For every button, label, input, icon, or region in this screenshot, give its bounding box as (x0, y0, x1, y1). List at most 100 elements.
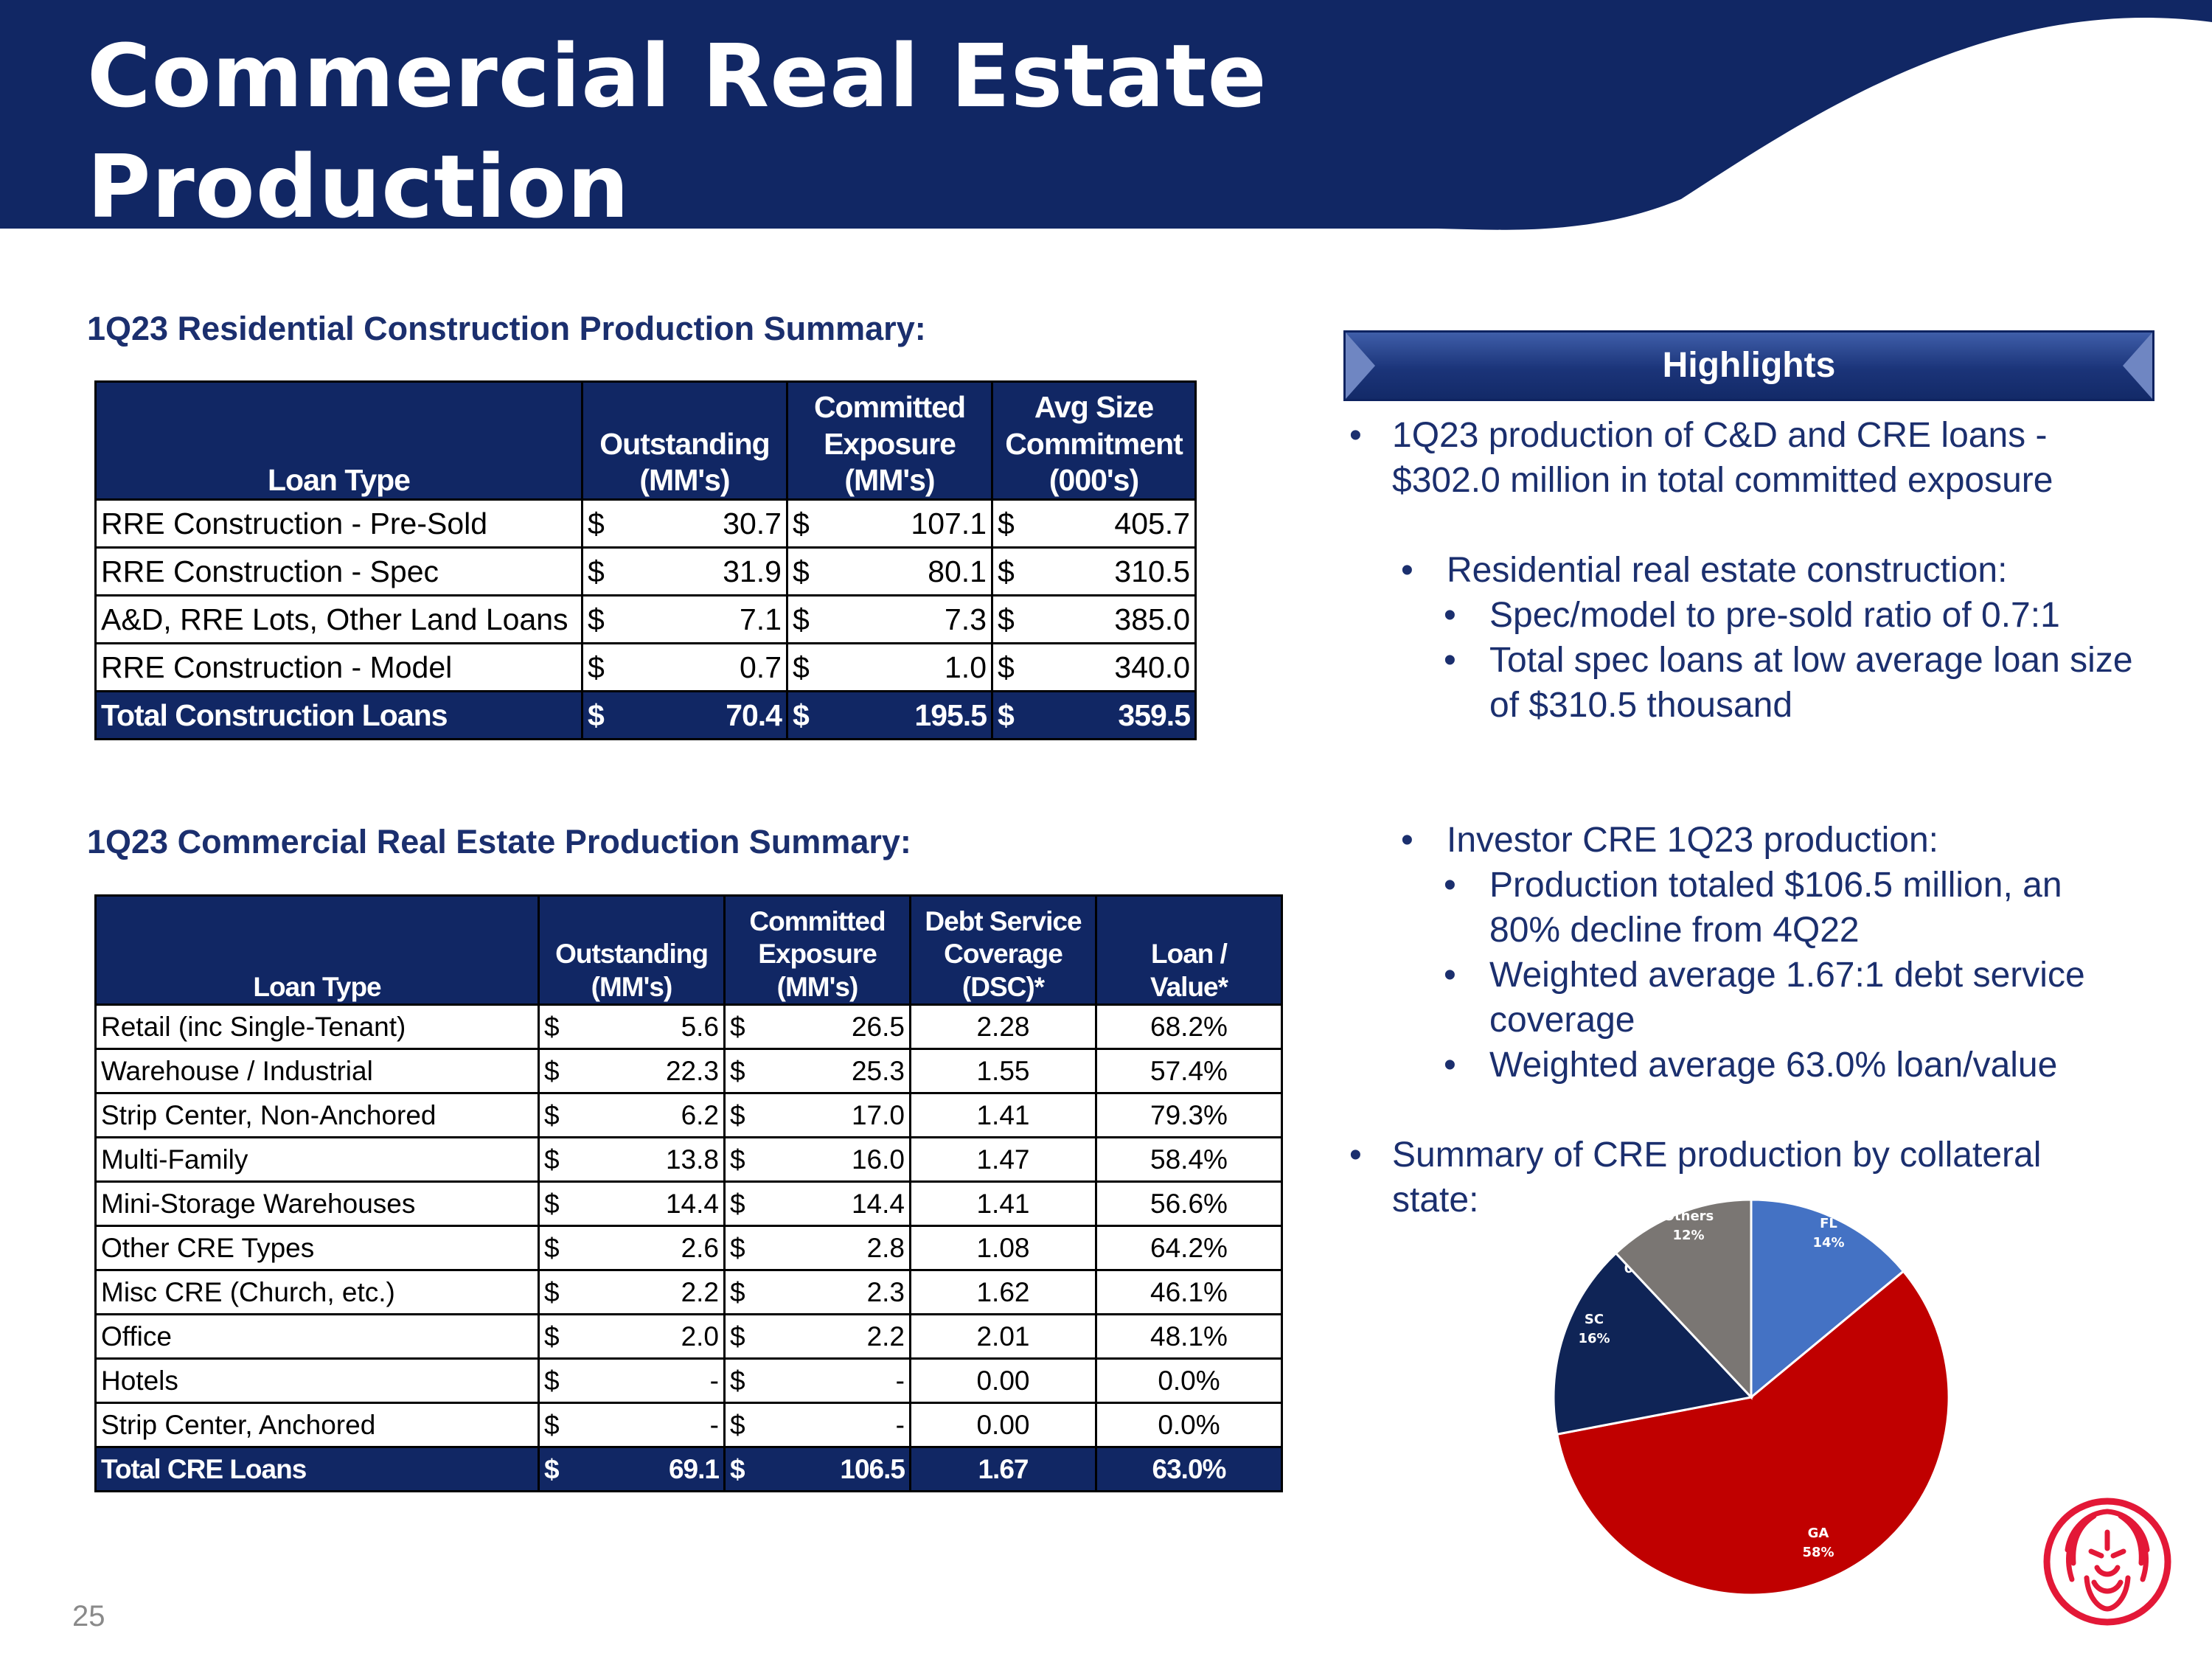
avg-size-cell: 385.0 (1032, 594, 1197, 644)
col-header-dsc: Debt Service Coverage (DSC)* (909, 894, 1097, 1006)
dollar-sign: $ (723, 1048, 769, 1094)
rre-section-title: 1Q23 Residential Construction Production… (87, 310, 926, 347)
outstanding-cell: - (582, 1402, 726, 1448)
dollar-sign: $ (581, 642, 625, 692)
outstanding-cell: 2.2 (582, 1269, 726, 1315)
outstanding-cell: 2.0 (582, 1313, 726, 1360)
loan-type-cell: Warehouse / Industrial (94, 1048, 540, 1094)
outstanding-cell: 5.6 (582, 1004, 726, 1050)
bullet-spec-ratio: • Spec/model to pre-sold ratio of 0.7:1 (1349, 593, 2183, 638)
outstanding-cell: 7.1 (625, 594, 788, 644)
outstanding-cell: 22.3 (582, 1048, 726, 1094)
bullet-icon: • (1444, 1046, 1456, 1085)
table-header-row: Loan Type Outstanding (MM's) Committed Exp… (94, 894, 1283, 1006)
outstanding-cell: 30.7 (625, 498, 788, 549)
committed-cell: - (768, 1357, 911, 1404)
dsc-cell: 1.67 (909, 1446, 1097, 1492)
dollar-sign: $ (581, 546, 625, 597)
ltv-cell: 68.2% (1095, 1004, 1283, 1050)
loan-type-cell: Retail (inc Single-Tenant) (94, 1004, 540, 1050)
table-row: RRE Construction - Pre-Sold $30.7 $107.1… (94, 498, 1197, 549)
dollar-sign: $ (723, 1180, 769, 1227)
table-row: Office $2.0 $2.2 2.01 48.1% (94, 1313, 1283, 1360)
loan-type-cell: RRE Construction - Spec (94, 546, 583, 597)
dsc-cell: 1.47 (909, 1136, 1097, 1183)
bullet-collateral-state: • Summary of CRE production by collateral… (1349, 1133, 2183, 1222)
bullet-production-total: • 1Q23 production of C&D and CRE loans - $… (1349, 413, 2183, 503)
table-row: Strip Center, Anchored $ - $ - 0.00 0.0% (94, 1402, 1283, 1448)
bullet-spec-size: • Total spec loans at low average loan si… (1349, 638, 2183, 728)
outstanding-cell: 69.1 (582, 1446, 726, 1492)
bullet-icon: • (1444, 956, 1456, 995)
loan-type-cell: Total CRE Loans (94, 1446, 540, 1492)
table-row: Multi-Family $13.8 $16.0 1.47 58.4% (94, 1136, 1283, 1183)
pie-label-sc: SC 16% (1578, 1312, 1610, 1346)
ltv-cell: 63.0% (1095, 1446, 1283, 1492)
banner-right-arrow (2123, 333, 2152, 399)
dollar-sign: $ (723, 1269, 769, 1315)
col-header-outstanding: Outstanding (MM's) (538, 894, 726, 1006)
loan-type-cell: Total Construction Loans (94, 690, 583, 740)
dsc-cell: 0.00 (909, 1357, 1097, 1404)
dollar-sign: $ (581, 594, 625, 644)
col-header-loan-type: Loan Type (94, 894, 540, 1006)
dollar-sign: $ (538, 1446, 583, 1492)
dsc-cell: 1.41 (909, 1092, 1097, 1138)
dollar-sign: $ (786, 690, 824, 740)
bullet-icon: • (1349, 1135, 1362, 1175)
pie-slice-ga (1555, 1270, 1950, 1596)
loan-type-cell: Hotels (94, 1357, 540, 1404)
loan-type-cell: Mini-Storage Warehouses (94, 1180, 540, 1227)
table-row: RRE Construction - Spec $31.9 $80.1 $310… (94, 546, 1197, 597)
table-row: A&D, RRE Lots, Other Land Loans $7.1 $7.… (94, 594, 1197, 644)
committed-cell: 7.3 (824, 594, 993, 644)
total-row: Total CRE Loans $69.1 $106.5 1.67 63.0% (94, 1446, 1283, 1492)
dollar-sign: $ (538, 1357, 583, 1404)
ltv-cell: 48.1% (1095, 1313, 1283, 1360)
cre-production-table: Loan Type Outstanding (MM's) Committed Exp… (94, 894, 1283, 1492)
dollar-sign: $ (538, 1313, 583, 1360)
bullet-icon: • (1444, 641, 1456, 680)
dollar-sign: $ (581, 690, 625, 740)
committed-cell: 80.1 (824, 546, 993, 597)
col-header-committed-exposure: Committed Exposure (MM's) (786, 380, 993, 501)
committed-cell: 195.5 (824, 690, 993, 740)
col-header-ltv: Loan / Value* (1095, 894, 1283, 1006)
committed-cell: 107.1 (824, 498, 993, 549)
dsc-cell: 0.00 (909, 1402, 1097, 1448)
bullet-debt-service: • Weighted average 1.67:1 debt service cov… (1349, 953, 2183, 1043)
ltv-cell: 58.4% (1095, 1136, 1283, 1183)
dollar-sign: $ (723, 1446, 769, 1492)
outstanding-cell: 70.4 (625, 690, 788, 740)
ltv-cell: 56.6% (1095, 1180, 1283, 1227)
loan-type-cell: Misc CRE (Church, etc.) (94, 1269, 540, 1315)
highlights-list: • 1Q23 production of C&D and CRE loans - $… (1349, 413, 2183, 1222)
outstanding-cell: 31.9 (625, 546, 788, 597)
avg-size-cell: 340.0 (1032, 642, 1197, 692)
outstanding-cell: - (582, 1357, 726, 1404)
page-number: 25 (72, 1600, 105, 1632)
loan-type-cell: Strip Center, Anchored (94, 1402, 540, 1448)
outstanding-cell: 0.7 (625, 642, 788, 692)
dollar-sign: $ (786, 498, 824, 549)
dollar-sign: $ (723, 1313, 769, 1360)
pie-slice-sc (1552, 1251, 1753, 1436)
highlights-banner: Highlights (1343, 330, 2154, 401)
highlights-title: Highlights (1662, 346, 1836, 385)
dollar-sign: $ (538, 1048, 583, 1094)
committed-cell: 14.4 (768, 1180, 911, 1227)
banner-left-arrow (1346, 333, 1375, 399)
dollar-sign: $ (991, 594, 1032, 644)
pie-slice-others (1614, 1198, 1753, 1400)
pie-label-ga: GA 58% (1802, 1526, 1834, 1560)
committed-cell: 2.2 (768, 1313, 911, 1360)
col-header-committed-exposure: Committed Exposure (MM's) (723, 894, 911, 1006)
dollar-sign: $ (723, 1092, 769, 1138)
bullet-icon: • (1349, 416, 1362, 455)
title-line-2: Production (87, 136, 630, 237)
dollar-sign: $ (538, 1402, 583, 1448)
dollar-sign: $ (723, 1357, 769, 1404)
dollar-sign: $ (786, 594, 824, 644)
committed-cell: 25.3 (768, 1048, 911, 1094)
